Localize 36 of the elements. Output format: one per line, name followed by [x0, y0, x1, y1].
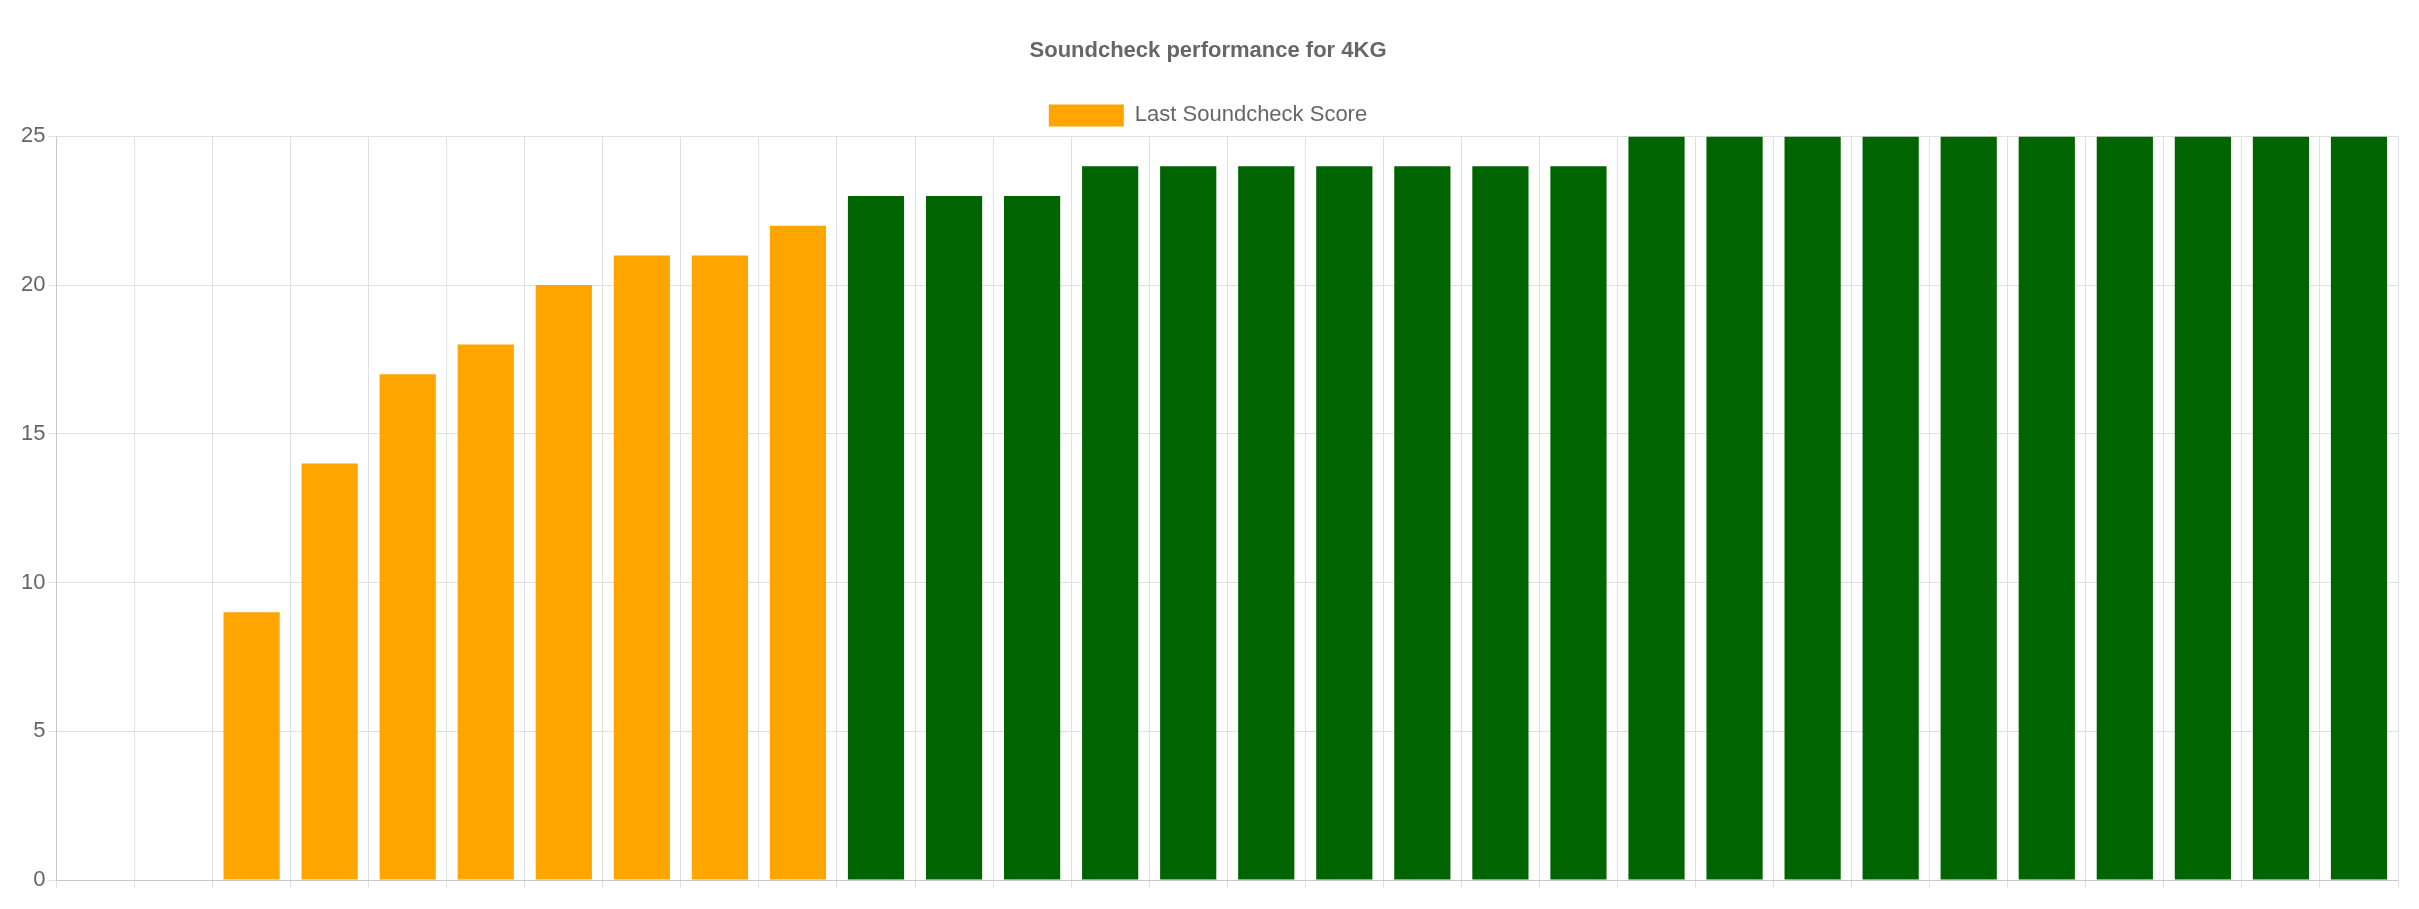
bar	[301, 463, 358, 880]
bar	[613, 255, 670, 880]
bar	[1082, 166, 1139, 880]
bar	[2174, 136, 2231, 880]
bar	[1940, 136, 1997, 880]
bar	[1004, 195, 1061, 880]
bar	[1784, 136, 1841, 880]
bar	[1706, 136, 1763, 880]
y-tick-label: 20	[20, 271, 46, 297]
bar	[2330, 136, 2388, 880]
bar	[1238, 166, 1295, 880]
bar	[1472, 166, 1529, 880]
y-tick-label: 15	[20, 419, 46, 445]
bar	[1628, 136, 1685, 880]
bar	[223, 612, 280, 880]
bar	[535, 285, 592, 880]
bar	[847, 195, 905, 880]
bar	[2018, 136, 2075, 880]
bar	[925, 195, 983, 880]
bar	[1550, 166, 1607, 880]
bar	[1316, 166, 1373, 880]
bar	[457, 344, 514, 880]
bar	[2252, 136, 2310, 880]
bar	[1160, 166, 1217, 880]
legend-label: Last Soundcheck Score	[1134, 101, 1368, 127]
bar	[1862, 136, 1919, 880]
y-tick-label: 10	[20, 568, 46, 594]
y-tick-label: 0	[33, 866, 46, 892]
bar	[691, 255, 748, 880]
bar	[379, 374, 436, 880]
bar	[769, 225, 827, 880]
y-tick-label: 5	[33, 717, 46, 743]
bar	[1394, 166, 1451, 880]
bar	[2096, 136, 2153, 880]
y-tick-label: 25	[20, 122, 46, 148]
chart-title: Soundcheck performance for 4KG	[1029, 37, 1387, 63]
